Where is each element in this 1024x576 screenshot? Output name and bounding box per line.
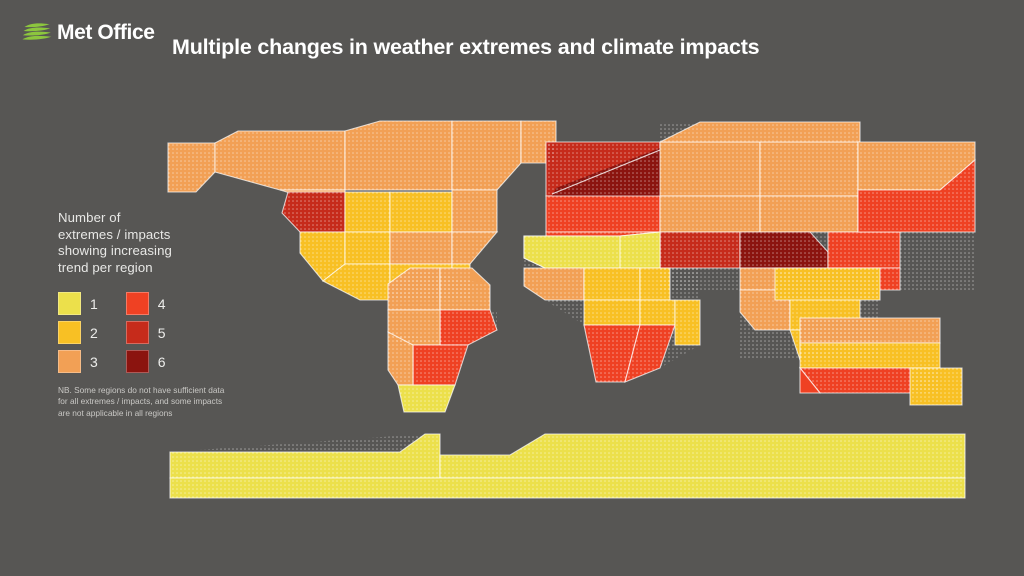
legend-entry-3: 3: [58, 350, 98, 373]
legend-footnote: NB. Some regions do not have sufficient …: [58, 385, 225, 418]
region-new-zealand: [909, 367, 963, 406]
legend-swatch-4: [125, 292, 149, 315]
legend-entry-1: 1: [58, 292, 98, 315]
region-pacific-islands: [774, 267, 881, 301]
region-caribbean-east: [451, 231, 499, 265]
header-bar: Met Office Multiple changes in weather e…: [0, 0, 1024, 70]
region-russia-arctic-east: [759, 141, 859, 197]
legend-entry-6: 6: [125, 350, 166, 373]
region-east-asia-coast: [827, 267, 901, 291]
region-north-africa-sahara: [523, 231, 661, 269]
region-arctic-northern-rim: [659, 121, 861, 143]
legend-swatch-grid: 1 4 2 5 3 6: [58, 292, 166, 373]
region-madagascar: [674, 299, 701, 346]
region-caribbean: [389, 231, 453, 265]
region-arabian-peninsula: [523, 235, 621, 269]
legend-label-4: 4: [157, 295, 166, 312]
region-southwestern-north-america: [281, 191, 346, 233]
region-western-southern-africa: [583, 324, 641, 383]
legend-label-5: 5: [157, 324, 166, 341]
legend-swatch-1: [58, 292, 81, 315]
region-far-east-coastal: [857, 158, 976, 233]
map-halftone-texture: [168, 121, 975, 498]
region-north-america-alaska: [167, 142, 216, 193]
region-russian-far-east: [857, 141, 976, 191]
region-southeast-asia: [789, 289, 861, 331]
region-northwest-south-america-top: [389, 263, 453, 301]
region-north-america-northern-canada: [344, 120, 453, 191]
region-central-africa-north: [583, 267, 641, 301]
region-south-america-south: [387, 331, 414, 386]
page-title: Multiple changes in weather extremes and…: [172, 35, 760, 60]
region-central-america-south: [344, 231, 391, 265]
region-east-africa: [639, 299, 676, 326]
region-mediterranean: [545, 231, 661, 237]
legend-label-1: 1: [90, 295, 98, 312]
region-southern-australia: [798, 367, 941, 394]
met-office-logo: Met Office: [22, 21, 155, 45]
region-antarctica-east: [439, 433, 966, 479]
met-office-waves-logo-icon: [22, 23, 52, 40]
region-north-atlantic-fringe: [451, 189, 498, 233]
region-central-america-north: [299, 231, 346, 282]
map-legend: Number of extremes / impacts showing inc…: [58, 210, 268, 373]
region-central-africa-south: [583, 299, 641, 326]
region-tibetan-plateau: [739, 267, 829, 291]
region-eastern-southern-africa: [624, 324, 676, 383]
region-australia-southwest-tip: [799, 366, 822, 394]
region-south-america-north: [439, 267, 491, 311]
legend-entry-4: 4: [125, 292, 166, 315]
legend-swatch-5: [125, 321, 149, 344]
region-north-america-northwest: [214, 130, 346, 191]
region-south-america-northeast: [439, 309, 498, 346]
legend-swatch-3: [58, 350, 81, 373]
region-south-central-north-america: [344, 191, 391, 233]
region-west-asia-strip: [619, 231, 661, 269]
region-northern-australia: [799, 317, 941, 344]
legend-swatch-6: [125, 350, 149, 373]
region-northeast-africa: [639, 267, 671, 301]
region-west-central-asia: [659, 231, 741, 269]
region-greenland: [520, 120, 557, 164]
region-south-america-southeast: [412, 344, 469, 386]
region-western-north-america: [279, 189, 346, 194]
region-east-central-asia: [739, 231, 829, 269]
legend-title: Number of extremes / impacts showing inc…: [58, 210, 172, 275]
region-south-america-northwest: [387, 267, 441, 311]
legend-swatch-2: [58, 321, 81, 344]
region-central-america-isthmus: [321, 263, 391, 301]
region-north-america-eastern-canada: [451, 120, 522, 191]
legend-entry-2: 2: [58, 321, 98, 344]
region-western-central-europe: [545, 195, 661, 233]
region-south-america-southern-tip: [397, 384, 456, 413]
region-south-asia: [739, 289, 791, 331]
region-east-asia: [827, 231, 901, 269]
region-south-america-west: [387, 309, 441, 346]
legend-entry-5: 5: [125, 321, 166, 344]
region-russia-arctic-west: [659, 141, 761, 197]
region-north-south-america-top: [451, 263, 471, 301]
region-central-australia: [799, 342, 941, 369]
region-south-eastern-north-america: [389, 191, 453, 233]
region-northern-europe: [545, 141, 661, 197]
legend-label-6: 6: [157, 353, 166, 370]
legend-label-2: 2: [90, 324, 98, 341]
region-east-siberia: [759, 195, 859, 233]
met-office-logo-text: Met Office: [57, 21, 155, 44]
region-northeastern-europe: [552, 148, 660, 196]
region-west-africa: [523, 267, 585, 301]
region-antarctica-shelf: [169, 477, 966, 499]
legend-label-3: 3: [90, 353, 98, 370]
region-maritime-southeast-asia: [789, 329, 881, 361]
europe-subregion-divider: [551, 149, 661, 195]
region-antarctica-west: [169, 433, 441, 479]
region-west-siberia: [659, 195, 761, 233]
